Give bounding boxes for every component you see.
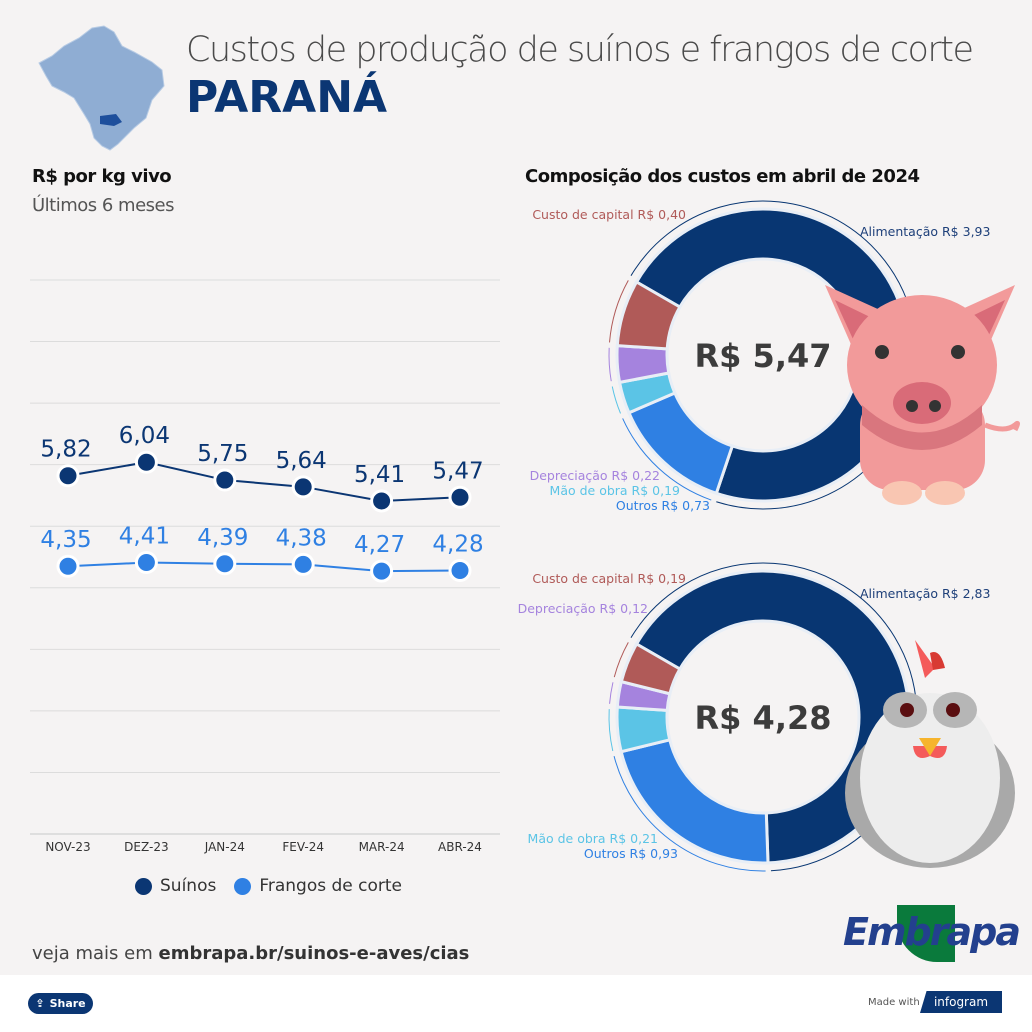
more-info-prefix: veja mais em: [32, 943, 153, 964]
data-point: [370, 489, 394, 513]
leader-arc: [613, 756, 766, 872]
slice-label: Outros R$ 0,73: [616, 498, 710, 513]
data-label: 5,41: [354, 462, 405, 488]
data-point: [56, 464, 80, 488]
slice-label: Alimentação R$ 2,83: [860, 586, 990, 601]
data-point: [134, 551, 158, 575]
data-point: [370, 559, 394, 583]
data-label: 5,75: [197, 441, 248, 467]
x-tick-label: DEZ-23: [124, 840, 168, 854]
slice-label: Mão de obra R$ 0,21: [528, 831, 658, 846]
donut-slice-alimenta-o: [634, 569, 911, 865]
leader-arc: [611, 386, 621, 414]
more-info-link[interactable]: embrapa.br/suinos-e-aves/cias: [158, 943, 470, 964]
data-label: 4,35: [40, 527, 91, 553]
data-point: [448, 559, 472, 583]
x-tick-label: ABR-24: [438, 840, 482, 854]
page-title: Custos de produção de suínos e frangos d…: [186, 30, 974, 70]
slice-label: Mão de obra R$ 0,19: [550, 483, 681, 498]
more-info-text: veja mais em embrapa.br/suinos-e-aves/ci…: [32, 943, 469, 964]
x-tick-label: JAN-24: [204, 840, 245, 854]
pig-illustration: [825, 285, 1020, 505]
x-tick-label: NOV-23: [45, 840, 90, 854]
line-chart-title: R$ por kg vivo: [32, 166, 172, 187]
leader-arc: [609, 280, 629, 343]
data-label: 4,41: [119, 524, 170, 550]
data-label: 5,82: [40, 437, 91, 463]
data-point: [213, 552, 237, 576]
chicken-illustration: [845, 640, 1015, 868]
footer-bar: [0, 975, 1032, 1032]
slice-label: Depreciação R$ 0,12: [518, 601, 648, 616]
donut-slice-custo-de-capital: [615, 279, 682, 351]
donut-slice-alimenta-o: [634, 207, 911, 503]
x-tick-label: FEV-24: [282, 840, 324, 854]
leader-arc: [613, 642, 629, 678]
series-line-0: [67, 461, 461, 502]
infogram-logo[interactable]: infogram: [920, 991, 1002, 1013]
data-label: 4,39: [197, 525, 248, 551]
leader-arc: [608, 347, 612, 382]
share-icon: ⇪: [35, 997, 45, 1010]
data-label: 6,04: [119, 423, 170, 449]
leader-arc: [609, 682, 614, 704]
data-point: [291, 475, 315, 499]
data-label: 4,27: [354, 532, 405, 558]
data-label: 5,47: [432, 458, 483, 484]
data-label: 4,38: [276, 525, 327, 551]
donut-section-title: Composição dos custos em abril de 2024: [525, 166, 920, 187]
legend-label-suinos: Suínos: [160, 876, 217, 896]
state-name: PARANÁ: [186, 72, 388, 123]
line-chart-subtitle: Últimos 6 meses: [32, 195, 175, 216]
data-point: [213, 468, 237, 492]
data-point: [56, 554, 80, 578]
legend-swatch-suinos: [135, 877, 152, 895]
data-label: 4,28: [432, 532, 483, 558]
brazil-map-icon: [38, 25, 165, 151]
data-label: 5,64: [276, 448, 327, 474]
leader-arc: [608, 709, 614, 752]
share-button[interactable]: ⇪ Share: [28, 993, 93, 1014]
line-chart: NOV-23 DEZ-23 JAN-24 FEV-24 MAR-24 ABR-24 5,82…: [30, 279, 500, 854]
data-point: [291, 552, 315, 576]
donut-center-total: R$ 4,28: [695, 699, 832, 737]
leader-arc: [622, 418, 712, 501]
series-line-1: [67, 561, 461, 573]
data-point: [134, 450, 158, 474]
parana-highlight: [100, 114, 122, 126]
slice-label: Depreciação R$ 0,22: [530, 468, 660, 483]
slice-label: Custo de capital R$ 0,40: [532, 207, 686, 222]
slice-label: Custo de capital R$ 0,19: [532, 571, 686, 586]
embrapa-logo: Embrapa: [843, 905, 1021, 962]
chart-legend: Suínos Frangos de corte: [135, 876, 402, 896]
data-point: [448, 485, 472, 509]
slice-label: Alimentação R$ 3,93: [860, 224, 990, 239]
donut-center-total: R$ 5,47: [695, 337, 832, 375]
made-with-text: Made with: [868, 997, 920, 1008]
donut-slice-custo-de-capital: [619, 641, 682, 696]
slice-label: Outros R$ 0,93: [584, 846, 678, 861]
legend-label-frangos: Frangos de corte: [259, 876, 403, 896]
x-tick-label: MAR-24: [359, 840, 405, 854]
legend-swatch-frangos: [234, 877, 252, 895]
share-label: Share: [49, 997, 86, 1010]
